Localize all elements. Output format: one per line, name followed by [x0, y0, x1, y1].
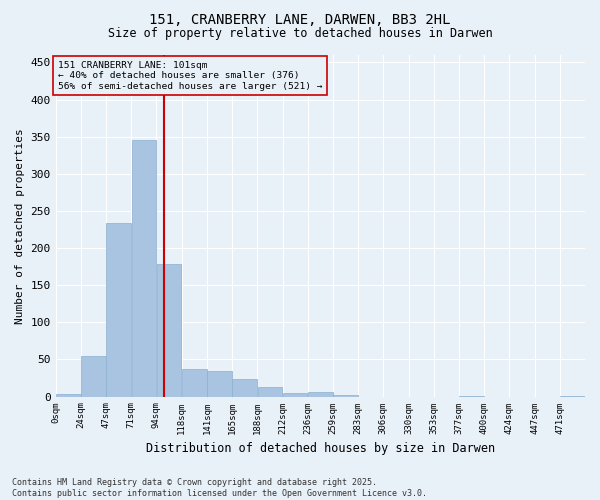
Bar: [283, 393, 307, 396]
Bar: [308, 392, 332, 396]
Bar: [106, 223, 131, 396]
Bar: [207, 370, 232, 396]
Bar: [257, 387, 282, 396]
Bar: [81, 356, 106, 397]
Bar: [131, 140, 156, 396]
Text: Size of property relative to detached houses in Darwen: Size of property relative to detached ho…: [107, 28, 493, 40]
Bar: [157, 264, 181, 396]
Text: 151 CRANBERRY LANE: 101sqm
← 40% of detached houses are smaller (376)
56% of sem: 151 CRANBERRY LANE: 101sqm ← 40% of deta…: [58, 61, 322, 90]
Bar: [56, 394, 80, 396]
Text: Contains HM Land Registry data © Crown copyright and database right 2025.
Contai: Contains HM Land Registry data © Crown c…: [12, 478, 427, 498]
Text: 151, CRANBERRY LANE, DARWEN, BB3 2HL: 151, CRANBERRY LANE, DARWEN, BB3 2HL: [149, 12, 451, 26]
Bar: [333, 395, 358, 396]
Bar: [182, 369, 206, 396]
X-axis label: Distribution of detached houses by size in Darwen: Distribution of detached houses by size …: [146, 442, 495, 455]
Bar: [232, 380, 257, 396]
Y-axis label: Number of detached properties: Number of detached properties: [15, 128, 25, 324]
